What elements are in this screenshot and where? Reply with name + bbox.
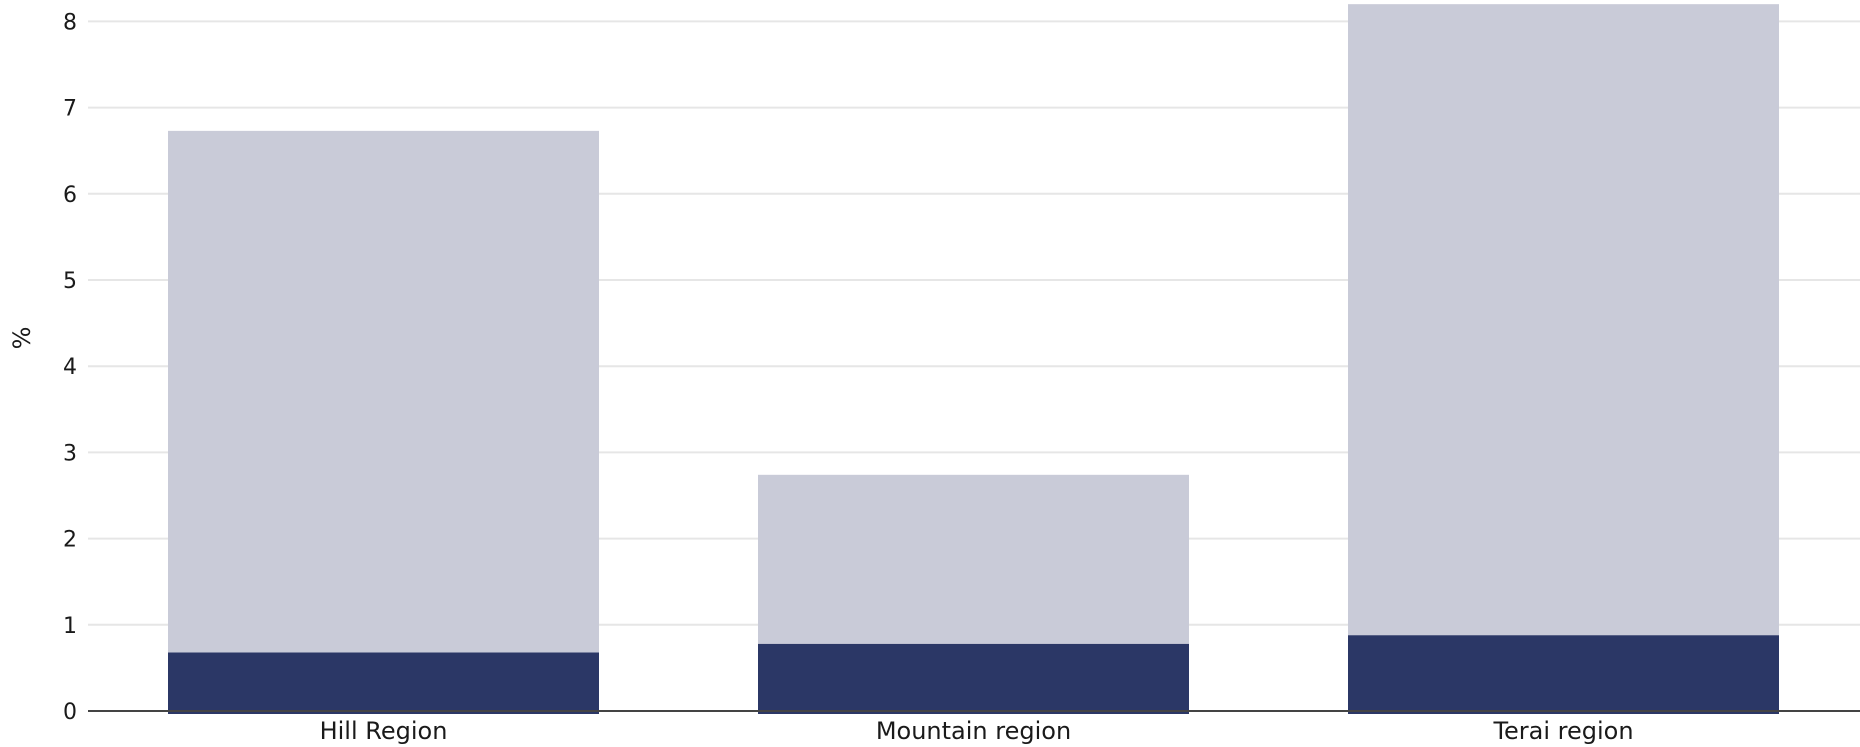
x-category-label: Mountain region xyxy=(876,717,1071,745)
y-tick-label: 5 xyxy=(63,269,77,294)
bar-segment xyxy=(758,474,1189,644)
bar-segment xyxy=(758,643,1189,714)
bar-segment xyxy=(168,130,599,653)
x-category-label: Terai region xyxy=(1492,717,1633,745)
y-tick-label: 8 xyxy=(63,10,77,35)
bar-segment xyxy=(1348,635,1779,714)
x-category-label: Hill Region xyxy=(320,717,448,745)
x-category-labels: Hill Region Mountain region Terai region xyxy=(320,717,1634,745)
y-tick-label: 3 xyxy=(63,441,77,466)
y-axis-title: % xyxy=(8,327,36,350)
y-tick-label: 2 xyxy=(63,528,77,553)
y-tick-label: 4 xyxy=(63,355,77,380)
y-tick-label: 0 xyxy=(63,700,77,725)
bar-segment xyxy=(168,652,599,714)
y-tick-label: 7 xyxy=(63,97,77,122)
bars xyxy=(168,4,1779,714)
y-tick-label: 1 xyxy=(63,614,77,639)
y-tick-label: 6 xyxy=(63,183,77,208)
y-tick-labels: 0 1 2 3 4 5 6 7 8 xyxy=(63,10,77,725)
bar-segment xyxy=(1348,4,1779,636)
